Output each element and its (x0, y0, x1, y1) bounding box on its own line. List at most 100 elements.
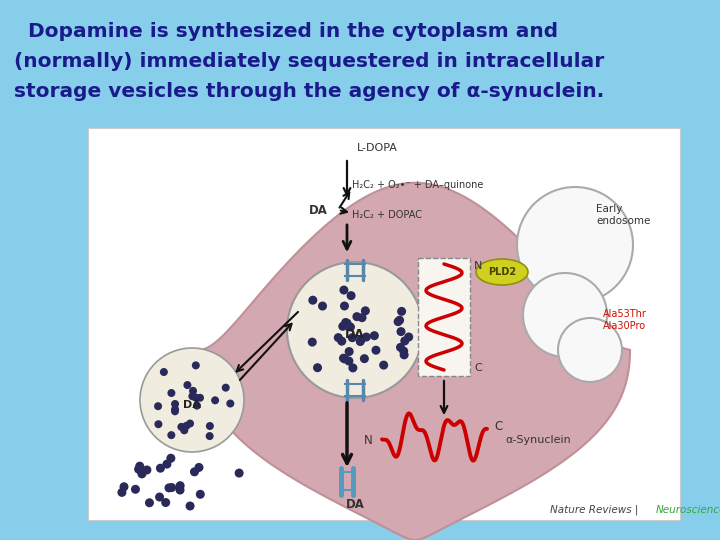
Circle shape (154, 420, 163, 428)
Circle shape (155, 492, 164, 502)
Circle shape (163, 460, 171, 469)
Circle shape (523, 273, 607, 357)
Text: PLD2: PLD2 (488, 267, 516, 277)
Circle shape (192, 361, 200, 369)
Circle shape (379, 361, 388, 369)
Circle shape (372, 346, 380, 355)
Text: H₂C₂ + DOPAC: H₂C₂ + DOPAC (352, 210, 422, 220)
Circle shape (397, 307, 406, 316)
Circle shape (348, 333, 356, 342)
Circle shape (196, 490, 204, 499)
Circle shape (189, 387, 197, 395)
Circle shape (140, 348, 244, 452)
Circle shape (117, 488, 127, 497)
Circle shape (517, 187, 633, 303)
Circle shape (143, 465, 151, 475)
Text: N: N (474, 261, 482, 271)
Circle shape (194, 463, 204, 472)
Circle shape (138, 469, 146, 478)
Circle shape (348, 363, 357, 373)
Text: C: C (494, 421, 503, 434)
Circle shape (395, 316, 404, 325)
Circle shape (396, 343, 405, 352)
Text: C: C (474, 363, 482, 373)
Circle shape (131, 485, 140, 494)
Circle shape (154, 402, 162, 410)
Circle shape (235, 469, 243, 477)
Circle shape (394, 317, 402, 326)
Circle shape (344, 356, 354, 366)
Circle shape (318, 301, 327, 310)
Circle shape (400, 350, 409, 359)
Circle shape (360, 354, 369, 363)
Text: α-Synuclein: α-Synuclein (505, 435, 571, 445)
Circle shape (196, 394, 204, 402)
Circle shape (164, 483, 174, 492)
Text: DA: DA (345, 328, 365, 341)
Circle shape (356, 337, 365, 346)
Circle shape (308, 296, 318, 305)
Circle shape (168, 389, 176, 397)
Text: N: N (364, 434, 373, 447)
Ellipse shape (476, 259, 528, 285)
Circle shape (167, 483, 176, 492)
Circle shape (176, 481, 184, 490)
Circle shape (558, 318, 622, 382)
Circle shape (397, 327, 405, 336)
Polygon shape (200, 183, 630, 540)
Circle shape (166, 454, 176, 463)
Text: Neuroscience: Neuroscience (656, 505, 720, 515)
Circle shape (206, 422, 214, 430)
Text: DA: DA (309, 204, 328, 217)
Text: DA: DA (346, 498, 364, 511)
Circle shape (156, 464, 165, 472)
Circle shape (340, 301, 349, 310)
Circle shape (120, 482, 128, 491)
Circle shape (362, 333, 371, 341)
Circle shape (177, 423, 185, 431)
Circle shape (338, 322, 347, 331)
Circle shape (346, 291, 356, 300)
Circle shape (313, 363, 322, 372)
Circle shape (356, 335, 366, 344)
Circle shape (206, 432, 214, 440)
Circle shape (193, 402, 201, 410)
Circle shape (145, 498, 154, 507)
Circle shape (184, 381, 192, 389)
Circle shape (186, 502, 194, 510)
Text: Early
endosome: Early endosome (596, 204, 650, 226)
Circle shape (171, 407, 179, 415)
Text: H₂C₂ + O₂•⁻ + DA–quinone: H₂C₂ + O₂•⁻ + DA–quinone (352, 180, 483, 190)
Circle shape (167, 431, 176, 439)
Circle shape (346, 322, 355, 332)
Circle shape (361, 306, 370, 315)
FancyBboxPatch shape (418, 258, 470, 376)
Circle shape (171, 406, 179, 414)
Circle shape (161, 498, 170, 507)
Circle shape (400, 336, 409, 346)
Circle shape (134, 465, 143, 474)
Text: Dopamine is synthesized in the cytoplasm and: Dopamine is synthesized in the cytoplasm… (14, 22, 558, 41)
Circle shape (339, 354, 348, 363)
Text: L-DOPA: L-DOPA (357, 143, 398, 153)
FancyBboxPatch shape (88, 128, 680, 520)
Circle shape (358, 313, 366, 322)
Circle shape (287, 262, 423, 398)
Text: DA: DA (183, 400, 201, 410)
Circle shape (352, 312, 361, 321)
Circle shape (176, 485, 184, 495)
Text: Ala53Thr
Ala30Pro: Ala53Thr Ala30Pro (603, 309, 647, 331)
Circle shape (337, 336, 346, 346)
Circle shape (211, 396, 219, 404)
Circle shape (190, 467, 199, 476)
Circle shape (341, 354, 349, 363)
Circle shape (186, 420, 194, 428)
Text: storage vesicles through the agency of α-synuclein.: storage vesicles through the agency of α… (14, 82, 604, 101)
Circle shape (370, 331, 379, 340)
Circle shape (189, 392, 197, 400)
Circle shape (404, 333, 413, 341)
Circle shape (192, 394, 199, 402)
Circle shape (399, 347, 408, 355)
Circle shape (171, 400, 179, 408)
Circle shape (345, 347, 354, 356)
